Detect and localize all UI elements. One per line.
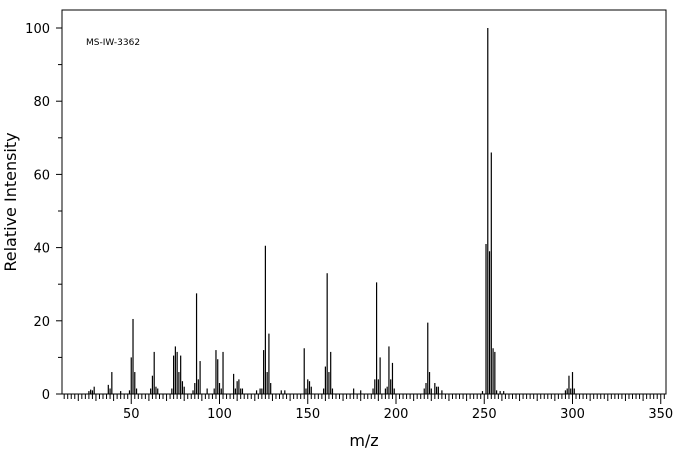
y-tick-label: 20 (33, 315, 50, 330)
x-tick-label: 50 (123, 407, 140, 422)
x-tick-label: 150 (295, 407, 320, 422)
plot-frame (61, 9, 667, 395)
x-tick-label: 200 (384, 407, 409, 422)
x-axis-label: m/z (349, 431, 378, 450)
y-tick-label: 100 (25, 22, 50, 37)
y-tick-label: 80 (33, 95, 50, 110)
x-axis: 50 100 150 200 250 300 350 (63, 394, 673, 422)
y-axis-label: Relative Intensity (1, 132, 20, 271)
spectrum-id-annotation: MS-IW-3362 (86, 38, 140, 48)
y-tick-label: 0 (42, 388, 50, 403)
y-tick-label: 60 (33, 168, 50, 183)
x-tick-label: 350 (648, 407, 673, 422)
y-tick-label: 40 (33, 242, 50, 257)
y-axis: 0 20 40 60 80 100 (25, 22, 62, 403)
x-tick-label: 100 (207, 407, 232, 422)
x-tick-label: 250 (472, 407, 497, 422)
x-tick-label: 300 (560, 407, 585, 422)
peaks (88, 28, 575, 394)
